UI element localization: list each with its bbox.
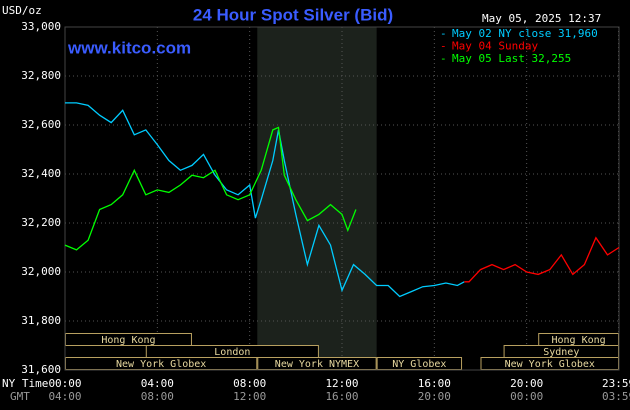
y-tick-label: 31,800 xyxy=(21,314,61,327)
x2-tick-label: 08:00 xyxy=(141,390,174,403)
x-tick-label: 08:00 xyxy=(233,377,266,390)
series-line xyxy=(64,126,357,251)
x2-tick-label: 00:00 xyxy=(510,390,543,403)
x-tick-label: 16:00 xyxy=(418,377,451,390)
x-tick-label: 12:00 xyxy=(325,377,358,390)
series-line xyxy=(65,102,465,298)
legend-label: May 02 NY close 31,960 xyxy=(452,27,598,40)
chart-title: 24 Hour Spot Silver (Bid) xyxy=(193,5,393,24)
x-tick-label: 20:00 xyxy=(510,377,543,390)
y-unit: USD/oz xyxy=(2,4,42,17)
session-label: London xyxy=(214,347,250,358)
legend-label: May 04 Sunday xyxy=(452,40,538,53)
y-tick-label: 32,600 xyxy=(21,118,61,131)
legend-marker: - xyxy=(440,27,447,40)
session-label: Hong Kong xyxy=(552,335,606,346)
series-line xyxy=(464,236,620,283)
x-tick-label: 04:00 xyxy=(141,377,174,390)
legend-marker: - xyxy=(440,40,447,53)
session-label: Hong Kong xyxy=(101,335,155,346)
session-label: New York Globex xyxy=(116,359,206,370)
y-tick-label: 31,600 xyxy=(21,363,61,376)
timestamp: May 05, 2025 12:37 xyxy=(482,12,601,25)
watermark: www.kitco.com xyxy=(67,38,191,57)
x-tick-label: 00:00 xyxy=(48,377,81,390)
plot-frame xyxy=(64,26,620,371)
legend-marker: - xyxy=(440,52,447,65)
session-label: New York Globex xyxy=(505,359,595,370)
x-tick-label: 23:59 xyxy=(602,377,630,390)
legend-label: May 05 Last 32,255 xyxy=(452,52,571,65)
x-axis-label: NY Time xyxy=(2,377,48,390)
x2-axis-label: GMT xyxy=(10,390,30,403)
x2-tick-label: 16:00 xyxy=(325,390,358,403)
session-label: NY Globex xyxy=(392,359,446,370)
y-tick-label: 33,000 xyxy=(21,20,61,33)
x2-tick-label: 04:00 xyxy=(48,390,81,403)
y-tick-label: 32,800 xyxy=(21,69,61,82)
x2-tick-label: 20:00 xyxy=(418,390,451,403)
y-tick-label: 32,400 xyxy=(21,167,61,180)
shaded-range xyxy=(257,27,377,370)
session-label: Sydney xyxy=(543,347,579,358)
x2-tick-label: 03:59 xyxy=(602,390,630,403)
y-tick-label: 32,000 xyxy=(21,265,61,278)
x2-tick-label: 12:00 xyxy=(233,390,266,403)
y-tick-label: 32,200 xyxy=(21,216,61,229)
session-label: New York NYMEX xyxy=(275,359,359,370)
